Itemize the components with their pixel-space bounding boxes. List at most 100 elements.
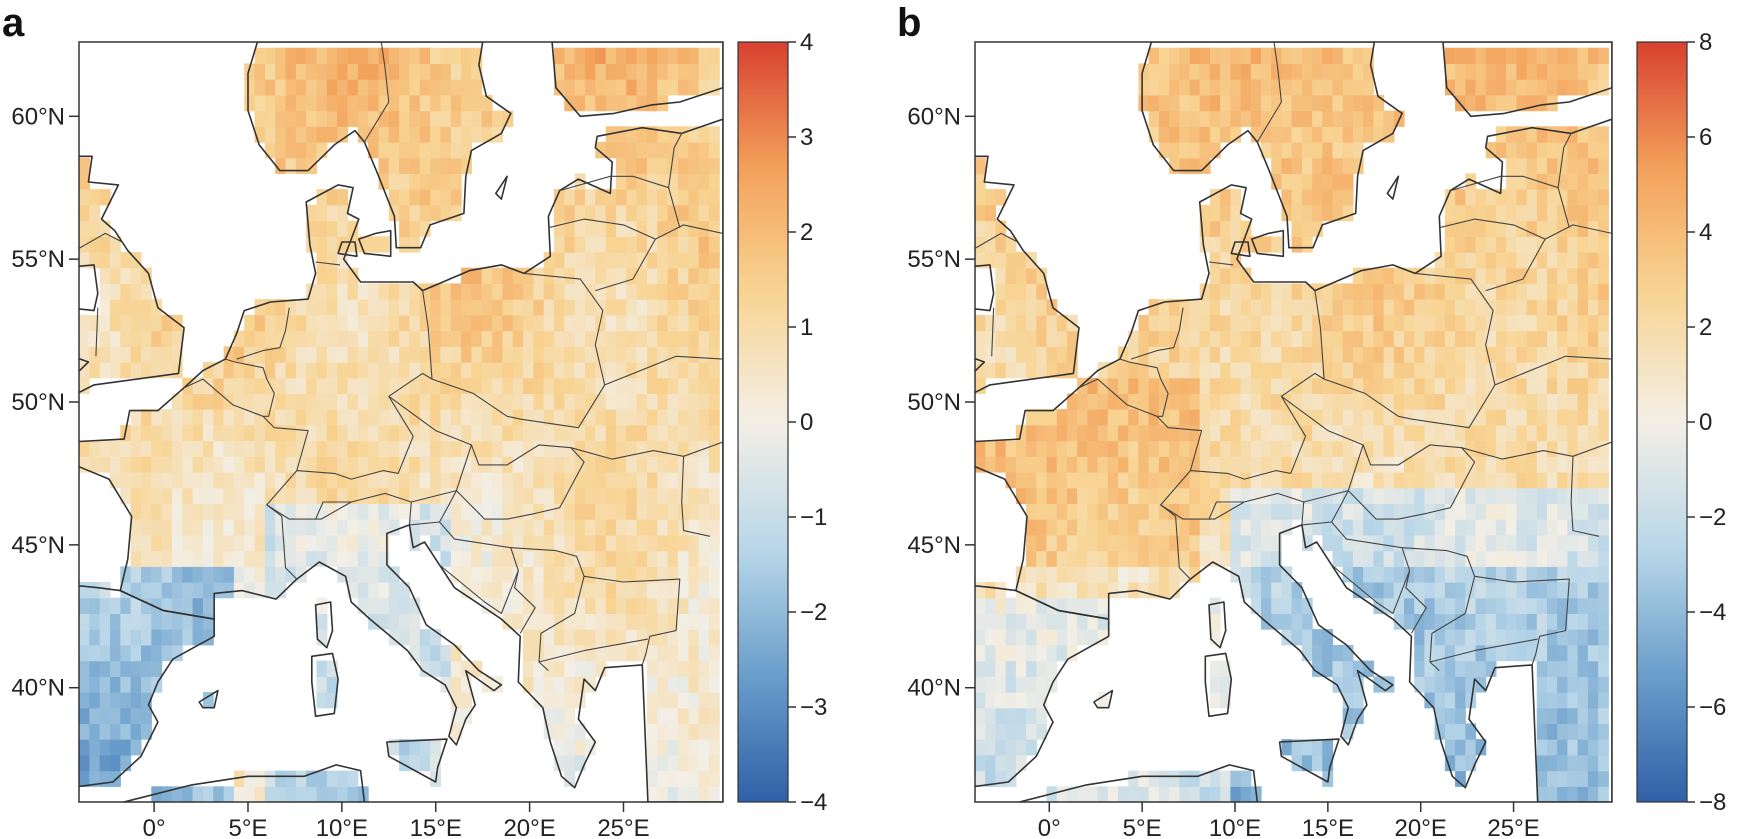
grid-cell (1118, 534, 1129, 552)
grid-cell (1444, 503, 1456, 520)
grid-cell (1301, 330, 1313, 347)
grid-cell (667, 236, 679, 253)
grid-cell (409, 440, 421, 457)
grid-cell (1261, 456, 1272, 473)
grid-cell (1414, 377, 1425, 394)
grid-cell (244, 79, 256, 96)
grid-cell (626, 487, 638, 504)
grid-cell (636, 79, 648, 96)
grid-cell (698, 267, 710, 284)
grid-cell (1475, 314, 1487, 332)
grid-cell (688, 409, 700, 426)
grid-cell (1209, 204, 1221, 222)
grid-cell (1506, 189, 1517, 206)
grid-cell (1373, 582, 1385, 599)
grid-cell (171, 346, 183, 363)
grid-cell (975, 314, 986, 332)
grid-cell (1087, 393, 1099, 410)
grid-cell (1169, 362, 1180, 379)
grid-cell (89, 644, 101, 662)
grid-cell (708, 204, 720, 222)
grid-cell (677, 487, 689, 504)
grid-cell (605, 456, 617, 473)
grid-cell (192, 519, 204, 536)
grid-cell (192, 456, 204, 473)
grid-cell (523, 487, 534, 504)
grid-cell (368, 519, 379, 536)
grid-cell (1026, 550, 1037, 567)
grid-cell (430, 142, 441, 159)
grid-cell (1434, 424, 1446, 442)
grid-cell (481, 377, 493, 394)
grid-cell (1567, 534, 1579, 552)
grid-cell (1026, 362, 1037, 379)
grid-cell (326, 770, 338, 787)
grid-cell (667, 267, 679, 284)
grid-cell (1199, 786, 1211, 802)
grid-cell (1230, 189, 1242, 206)
grid-cell (1526, 173, 1538, 190)
grid-cell (1158, 440, 1170, 457)
grid-cell (79, 173, 90, 190)
grid-cell (1577, 472, 1589, 489)
grid-cell (647, 487, 658, 504)
grid-cell (554, 362, 565, 379)
grid-cell (326, 550, 338, 567)
grid-cell (1536, 472, 1548, 489)
grid-cell (347, 456, 359, 473)
grid-cell (1332, 456, 1344, 473)
grid-cell (985, 330, 996, 347)
grid-cell (368, 142, 379, 159)
grid-cell (1148, 47, 1160, 64)
grid-cell (430, 189, 441, 206)
grid-cell (79, 377, 90, 394)
grid-cell (368, 440, 379, 457)
grid-cell (244, 94, 256, 112)
grid-cell (1179, 299, 1191, 316)
country-border (514, 570, 536, 634)
country-border (79, 232, 123, 250)
coastline-zealand (358, 229, 392, 258)
grid-cell (647, 63, 658, 80)
grid-cell (182, 566, 194, 583)
grid-cell (1495, 142, 1507, 159)
grid-cell (698, 47, 710, 64)
grid-cell (574, 47, 586, 64)
grid-cell (409, 63, 421, 80)
grid-cell (1577, 692, 1589, 709)
grid-cell (554, 582, 565, 599)
grid-cell (244, 314, 256, 332)
grid-cell (357, 472, 369, 489)
grid-cell (1138, 79, 1150, 96)
grid-cell (1373, 550, 1385, 567)
grid-cell (995, 692, 1007, 709)
grid-cell (1066, 550, 1078, 567)
grid-cell (161, 519, 173, 536)
grid-cell (626, 440, 638, 457)
grid-cell (1281, 283, 1293, 300)
grid-cell (1312, 330, 1323, 347)
grid-cell (399, 393, 410, 410)
grid-cell (564, 252, 576, 269)
grid-cell (1148, 63, 1160, 80)
grid-cell (1444, 519, 1456, 536)
grid-cell (1271, 440, 1282, 457)
grid-cell (440, 534, 452, 552)
grid-cell (1169, 79, 1180, 96)
grid-cell (99, 644, 111, 662)
grid-cell (1465, 204, 1477, 222)
grid-cell (1209, 110, 1221, 127)
grid-cell (985, 707, 996, 724)
grid-cell (564, 189, 576, 206)
grid-cell (1158, 94, 1170, 112)
grid-cell (1455, 597, 1466, 614)
grid-cell (1547, 267, 1558, 284)
grid-cell (388, 456, 400, 473)
grid-cell (636, 236, 648, 253)
grid-cell (1169, 346, 1180, 363)
grid-cell (1598, 220, 1609, 237)
grid-cell (688, 126, 700, 143)
grid-cell (1261, 330, 1272, 347)
grid-cell (995, 644, 1007, 662)
grid-cell (1077, 409, 1088, 426)
